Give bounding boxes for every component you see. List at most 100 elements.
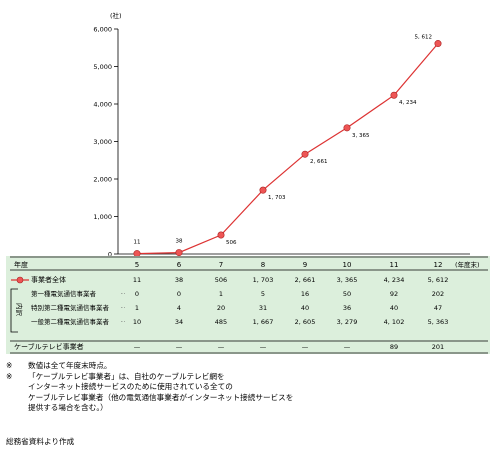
- table-row: 特別第二種電気通信事業者 1 4 20 31 40 36 40 47: [31, 303, 442, 312]
- series-line-total: [136, 43, 439, 255]
- table-rows: 事業者全体 11 38 506 1, 703 2, 661 3, 365 4, 234 5, 6…: [14, 275, 448, 351]
- note-mark: ※: [6, 371, 13, 381]
- table-cell: 0: [135, 290, 139, 298]
- data-label: 4, 234: [399, 100, 417, 106]
- table-cell: 1, 703: [253, 276, 274, 284]
- legend-marker: [11, 276, 29, 284]
- table-cell: 16: [301, 290, 309, 298]
- table-cell: —: [344, 343, 351, 351]
- data-point: [434, 40, 442, 48]
- table-cell: 202: [432, 290, 444, 298]
- table-cell: 485: [215, 318, 227, 326]
- table-cell: 50: [343, 290, 351, 298]
- table-cell: 36: [343, 304, 351, 312]
- year-header: 9: [303, 261, 307, 269]
- year-header: 12: [434, 261, 443, 269]
- data-table: 年度 5 6 7 8 9 10 11 12 (年度末) 内訳 事業者全体 11 38 506 1, 7…: [6, 256, 490, 354]
- table-cell: 3, 365: [337, 276, 358, 284]
- year-header: 11: [390, 261, 399, 269]
- table-cell: 1, 667: [253, 318, 274, 326]
- table-cell: 40: [390, 304, 398, 312]
- year-header: 8: [261, 261, 265, 269]
- note-line: ケーブルテレビ事業者（他の電気通信事業者がインターネット接続サービスを: [28, 392, 294, 402]
- note-mark: ※: [6, 361, 13, 370]
- legend-dot: [16, 276, 24, 284]
- breakdown-label: 内訳: [15, 303, 24, 317]
- table-cell: —: [260, 343, 267, 351]
- table-cell: 31: [259, 304, 267, 312]
- note: ※ 数値は全て年度末時点。: [6, 361, 496, 372]
- note-line: 提供する場合を含む。）: [28, 403, 108, 413]
- note-text: 数値は全て年度末時点。: [28, 361, 496, 372]
- table-cell: 11: [133, 276, 141, 284]
- table-cell: 4: [177, 304, 181, 312]
- source-note: 総務省資料より作成: [6, 437, 75, 446]
- data-labels: 11 38 506 1, 703 2, 661 3, 365 4, 234 5, 612: [134, 35, 433, 246]
- data-label: 1, 703: [268, 195, 286, 201]
- y-tick-label: 4,000: [93, 100, 112, 108]
- table-cell: 20: [217, 304, 225, 312]
- breakdown-bracket-shape: [10, 288, 18, 333]
- note-line: 数値は全て年度末時点。: [28, 361, 112, 370]
- table-row: 事業者全体 11 38 506 1, 703 2, 661 3, 365 4, 234 5, 6…: [31, 275, 448, 284]
- data-point: [259, 186, 267, 194]
- table-row: 一般第二種電気通信事業者 10 34 485 1, 667 2, 605 3, 279 4, …: [31, 317, 448, 326]
- breakdown-bracket: 内訳: [10, 288, 24, 333]
- table-cell: 40: [301, 304, 309, 312]
- y-ticks: 0 1,000 2,000 3,000 4,000 5,000 6,000: [93, 25, 118, 258]
- year-headers: 5 6 7 8 9 10 11 12: [135, 261, 443, 269]
- table-cell: —: [176, 343, 183, 351]
- data-label: 5, 612: [415, 35, 433, 41]
- table-cell: 4, 234: [384, 276, 405, 284]
- y-tick-label: 1,000: [93, 213, 112, 221]
- data-label: 506: [226, 240, 237, 246]
- table-row-label: 特別第二種電気通信事業者: [31, 303, 110, 312]
- y-tick-label: 2,000: [93, 175, 112, 183]
- data-label: 11: [134, 240, 141, 246]
- table-cell: —: [218, 343, 225, 351]
- table-cell: 201: [432, 343, 444, 351]
- line-chart: (社) 0 1,000 2,000 3,000 4,000 5,000 6,000 11 38…: [93, 11, 470, 258]
- table-cell: 92: [390, 290, 398, 298]
- table-row: ケーブルテレビ事業者 — — — — — — 89 201: [14, 342, 444, 351]
- notes: ※ 数値は全て年度末時点。 ※ 「ケーブルテレビ事業者」は、自社のケーブルテレビ網をイ…: [6, 361, 496, 414]
- y-tick-label: 5,000: [93, 63, 112, 71]
- data-label: 3, 365: [352, 133, 370, 139]
- table-cell: 506: [215, 276, 227, 284]
- data-point: [217, 231, 225, 239]
- table-cell: —: [302, 343, 309, 351]
- year-header: 7: [219, 261, 223, 269]
- data-point: [301, 150, 309, 158]
- y-unit-label: (社): [110, 11, 122, 20]
- y-tick-label: 3,000: [93, 138, 112, 146]
- table-cell: 1: [219, 290, 223, 298]
- data-point: [343, 124, 351, 132]
- table-cell: 3, 279: [337, 318, 358, 326]
- data-point: [390, 91, 398, 99]
- table-header-label: 年度: [14, 260, 28, 269]
- table-row-label: 事業者全体: [31, 275, 66, 284]
- data-point: [175, 249, 183, 257]
- table-cell: 38: [175, 276, 183, 284]
- table-row: 第一種電気通信事業者 0 0 1 5 16 50 92 202: [31, 289, 444, 298]
- table-cell: 2, 661: [295, 276, 316, 284]
- x-unit-label: (年度末): [455, 260, 480, 269]
- data-points: [133, 40, 442, 258]
- table-cell: 1: [135, 304, 139, 312]
- note-line: インターネット接続サービスのために使用されている全ての: [28, 382, 233, 392]
- table-cell: 10: [133, 318, 141, 326]
- y-tick-label: 6,000: [93, 25, 112, 33]
- table-row-label: 一般第二種電気通信事業者: [31, 317, 110, 326]
- table-cell: —: [134, 343, 141, 351]
- data-label: 38: [176, 239, 183, 245]
- table-cell: 2, 605: [295, 318, 316, 326]
- year-header: 10: [343, 261, 352, 269]
- table-cell: 5: [261, 290, 265, 298]
- table-cell: 5, 363: [428, 318, 449, 326]
- note-text: 「ケーブルテレビ事業者」は、自社のケーブルテレビ網を インターネット接続サービスの…: [28, 372, 496, 414]
- data-label: 2, 661: [310, 159, 328, 165]
- note-line: 「ケーブルテレビ事業者」は、自社のケーブルテレビ網を: [28, 371, 225, 381]
- year-header: 5: [135, 261, 139, 269]
- table-cell: 89: [390, 343, 398, 351]
- table-row-label: 第一種電気通信事業者: [31, 289, 97, 298]
